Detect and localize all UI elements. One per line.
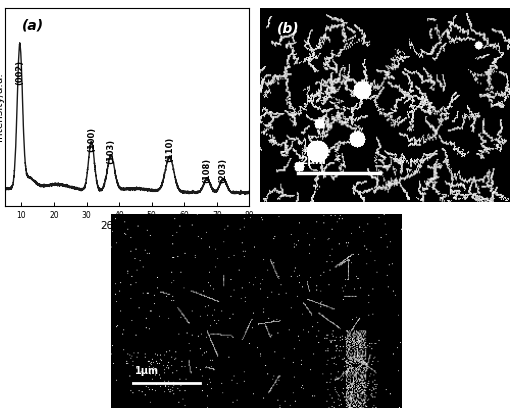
Text: (110): (110) [165,137,174,162]
Text: (a): (a) [22,18,44,32]
X-axis label: 2θ/degree: 2θ/degree [101,221,154,231]
Text: (203): (203) [219,158,228,183]
Text: (b): (b) [277,22,300,36]
Text: (103): (103) [106,138,116,164]
Text: (002): (002) [15,60,24,85]
Text: 2μm: 2μm [300,156,326,166]
Text: 1μm: 1μm [135,367,159,377]
Y-axis label: Intensity/a.u.: Intensity/a.u. [0,73,4,141]
Text: (108): (108) [203,158,211,183]
Text: (100): (100) [87,127,96,152]
